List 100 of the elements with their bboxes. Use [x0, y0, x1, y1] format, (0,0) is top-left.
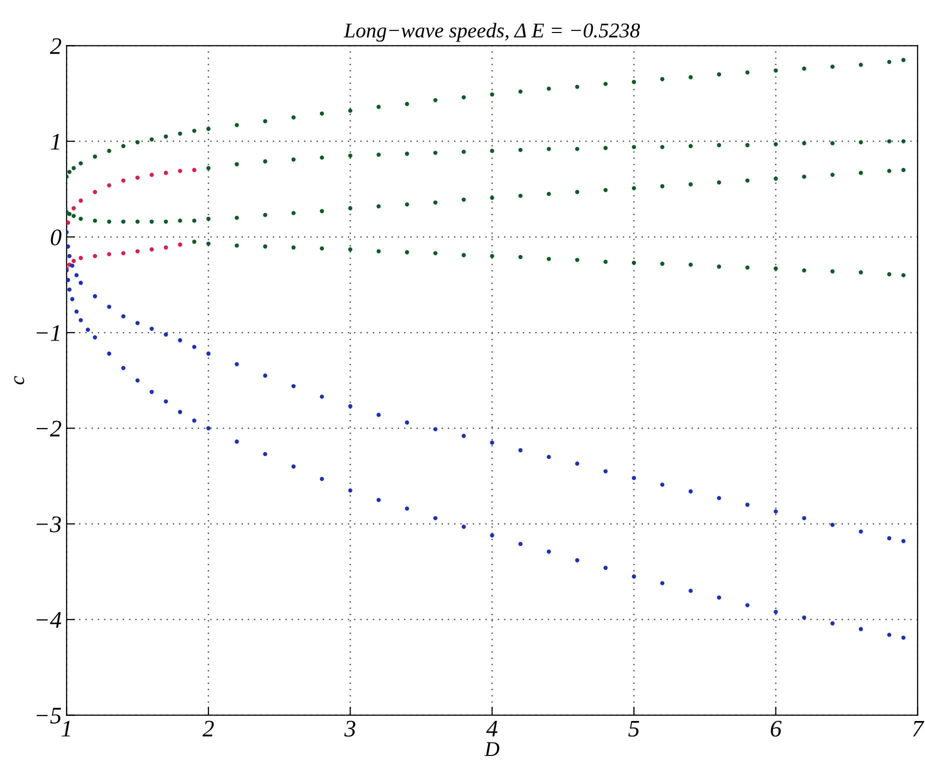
y-tick-label: 0: [50, 229, 62, 246]
point: [150, 220, 154, 224]
point: [320, 394, 324, 399]
point: [830, 621, 835, 626]
point: [263, 212, 268, 218]
point: [802, 516, 806, 520]
point: [263, 374, 268, 378]
point: [660, 184, 664, 188]
point: [78, 280, 83, 285]
point: [92, 154, 98, 159]
point: [192, 218, 196, 223]
point: [178, 218, 182, 223]
point: [462, 434, 466, 438]
point: [575, 462, 580, 466]
point: [802, 174, 806, 179]
point: [67, 170, 72, 174]
point: [192, 418, 196, 423]
point: [206, 166, 211, 170]
point: [802, 616, 806, 620]
point: [901, 58, 906, 62]
point: [107, 148, 112, 153]
point: [660, 262, 664, 266]
point: [78, 318, 83, 322]
point: [745, 265, 750, 270]
point: [376, 249, 381, 254]
point: [490, 533, 494, 538]
point: [348, 154, 352, 158]
y-tick-label: 2: [50, 38, 62, 54]
point: [74, 273, 79, 278]
point: [291, 384, 296, 388]
point: [603, 146, 608, 150]
point: [887, 632, 892, 637]
y-tick-label: −2: [36, 420, 62, 436]
point: [901, 168, 906, 172]
point: [688, 182, 693, 186]
point: [206, 242, 211, 246]
point: [178, 338, 182, 342]
x-tick-label: 5: [628, 720, 640, 737]
point: [632, 260, 636, 265]
point: [802, 66, 806, 71]
point: [135, 176, 140, 180]
point: [546, 146, 551, 152]
point: [404, 152, 410, 156]
point: [745, 603, 750, 608]
point: [150, 247, 154, 252]
point: [291, 210, 296, 216]
point: [234, 122, 239, 128]
point: [192, 344, 196, 350]
point: [164, 134, 168, 139]
point: [92, 294, 98, 298]
point: [92, 335, 98, 340]
point: [462, 198, 466, 202]
point: [632, 80, 636, 84]
point: [107, 252, 112, 256]
point: [433, 150, 438, 155]
point: [716, 264, 722, 269]
point: [901, 636, 906, 640]
point: [78, 256, 83, 260]
point: [92, 218, 98, 223]
point: [660, 581, 664, 586]
point: [320, 246, 324, 251]
point: [164, 220, 168, 224]
point: [774, 68, 778, 73]
point: [774, 509, 778, 514]
point: [66, 244, 70, 249]
point: [107, 220, 112, 224]
point: [107, 304, 112, 309]
point: [121, 144, 126, 148]
point: [206, 426, 211, 430]
point: [660, 144, 664, 150]
y-axis-title: c: [14, 376, 24, 384]
point: [150, 172, 154, 177]
point: [164, 245, 168, 250]
point: [774, 142, 778, 146]
point: [320, 155, 324, 160]
point: [86, 328, 90, 332]
point: [121, 220, 126, 224]
x-tick-label: 6: [770, 720, 782, 737]
y-tick-label: −1: [36, 325, 60, 341]
point: [206, 216, 211, 221]
point: [462, 95, 466, 100]
point: [490, 440, 494, 445]
point: [192, 168, 196, 172]
point: [348, 108, 352, 113]
point: [404, 420, 410, 425]
x-tick-label: 3: [344, 720, 356, 737]
point: [603, 260, 608, 264]
point: [72, 214, 76, 218]
point: [206, 126, 211, 131]
point: [688, 75, 693, 80]
point: [150, 326, 154, 331]
point: [858, 62, 863, 67]
point: [135, 320, 140, 326]
point: [234, 440, 239, 444]
point: [546, 86, 551, 91]
point: [234, 243, 239, 248]
point: [858, 627, 863, 632]
point: [774, 176, 778, 181]
point: [376, 104, 381, 109]
point: [887, 168, 892, 174]
